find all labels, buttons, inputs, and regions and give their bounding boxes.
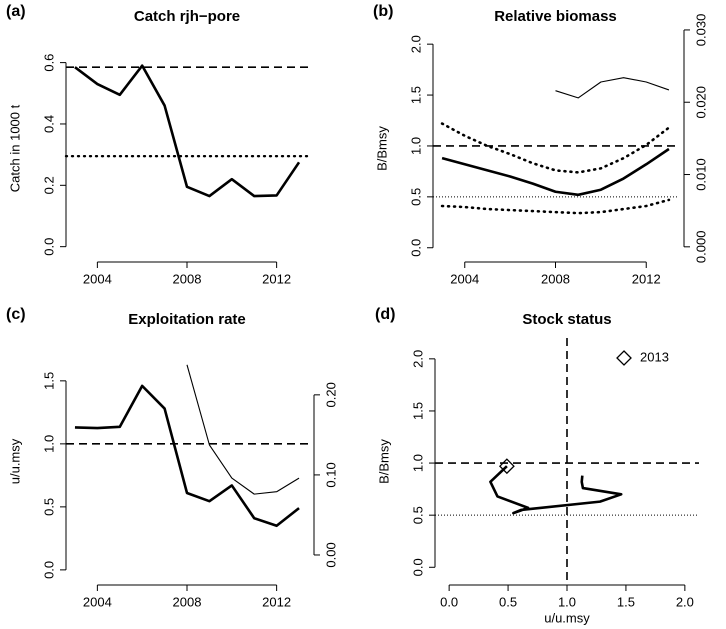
x-tick-label: 2008 (541, 271, 570, 286)
y-tick-label: 1.5 (410, 402, 425, 420)
series-line (74, 384, 300, 528)
y2-tick-label: 0.10 (323, 462, 338, 487)
series-line (489, 465, 623, 515)
y-axis-label: B/Bmsy (374, 126, 389, 171)
x-tick-label: 2012 (262, 271, 291, 286)
y-tick-label: 0.5 (410, 506, 425, 524)
y-axis-label: Catch in 1000 t (7, 104, 22, 192)
legend-label: 2013 (640, 349, 669, 364)
chart-title: Catch rjh−pore (134, 8, 240, 25)
y2-tick-label: 0.020 (693, 86, 708, 119)
x-tick-label: 0.0 (440, 594, 458, 609)
y-tick-label: 0.0 (410, 558, 425, 576)
y-tick-label: 2.0 (408, 35, 423, 53)
series-line (74, 64, 301, 198)
y-tick-label: 0.0 (408, 239, 423, 257)
x-tick-label: 2012 (262, 594, 291, 609)
chart-title: Relative biomass (494, 8, 617, 25)
y-tick-label: 0.0 (41, 238, 56, 256)
x-axis-label: u/u.msy (544, 610, 590, 625)
x-tick-label: 2008 (173, 271, 202, 286)
y-tick-label: 1.5 (408, 86, 423, 104)
series-line (440, 122, 671, 174)
chart-title: Exploitation rate (128, 311, 246, 328)
y-tick-label: 1.5 (41, 372, 56, 390)
x-tick-label: 1.0 (558, 594, 576, 609)
marker (498, 458, 515, 475)
x-tick-label: 2008 (173, 594, 202, 609)
y-tick-label: 0.4 (41, 115, 56, 133)
series-line (441, 147, 670, 197)
x-tick-label: 2012 (632, 271, 661, 286)
y-axis-label: u/u.msy (7, 438, 22, 484)
y-tick-label: 1.0 (41, 435, 56, 453)
series-line (440, 198, 671, 215)
y2-tick-label: 0.20 (323, 382, 338, 407)
x-tick-label: 2.0 (676, 594, 694, 609)
panel-label: (b) (373, 3, 393, 20)
y-tick-label: 2.0 (410, 350, 425, 368)
x-tick-label: 2004 (83, 594, 112, 609)
chart-title: Stock status (522, 311, 611, 328)
y-tick-label: 1.0 (410, 454, 425, 472)
panel-label: (d) (375, 306, 395, 323)
series-line (186, 364, 300, 495)
y-tick-label: 0.2 (41, 176, 56, 194)
y2-tick-label: 0.00 (323, 542, 338, 567)
y-tick-label: 0.5 (408, 188, 423, 206)
y-axis-label: B/Bmsy (376, 439, 391, 484)
legend-symbol (616, 350, 632, 366)
y-tick-label: 1.0 (408, 137, 423, 155)
series-line (555, 77, 670, 99)
x-tick-label: 2004 (83, 271, 112, 286)
y2-tick-label: 0.000 (693, 231, 708, 264)
x-tick-label: 1.5 (617, 594, 635, 609)
x-tick-label: 0.5 (499, 594, 517, 609)
x-tick-label: 2004 (450, 271, 479, 286)
y2-tick-label: 0.010 (693, 158, 708, 191)
panel-label: (c) (6, 306, 26, 323)
y-tick-label: 0.6 (41, 54, 56, 72)
y-tick-label: 0.5 (41, 498, 56, 516)
panel-label: (a) (6, 3, 26, 20)
y-tick-label: 0.0 (41, 561, 56, 579)
y2-tick-label: 0.030 (693, 14, 708, 47)
